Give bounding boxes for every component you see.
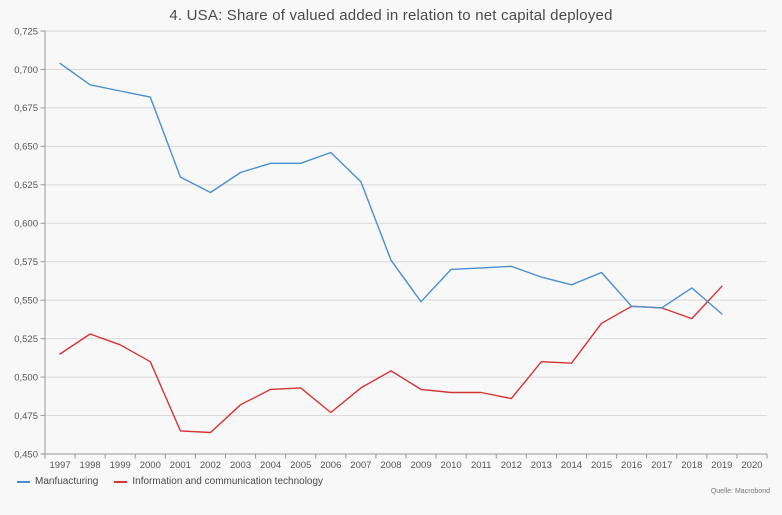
x-tick-label: 2005 <box>290 460 311 471</box>
x-tick-label: 2018 <box>681 460 702 471</box>
source-attribution: Quelle: Macrobond <box>710 488 770 495</box>
legend-swatch-ict-icon <box>114 480 128 483</box>
x-tick-label: 2004 <box>260 460 281 471</box>
x-tick-label: 2001 <box>170 460 191 471</box>
x-tick-label: 2010 <box>441 460 462 471</box>
legend-label-ict: Information and communication technology <box>132 476 324 487</box>
x-tick-label: 2013 <box>531 460 552 471</box>
x-tick-label: 2000 <box>140 460 161 471</box>
legend-swatch-manufacturing-icon <box>17 480 30 483</box>
x-tick-label: 2014 <box>561 460 582 471</box>
x-tick-label: 2017 <box>651 460 672 471</box>
x-tick-label: 1999 <box>110 460 131 471</box>
x-tick-label: 2003 <box>230 460 251 471</box>
y-tick-label: 0,450 <box>14 449 38 460</box>
x-tick-label: 2020 <box>741 460 762 471</box>
x-tick-label: 2008 <box>380 460 401 471</box>
y-tick-label: 0,475 <box>14 411 38 422</box>
x-tick-label: 2012 <box>501 460 522 471</box>
x-tick-label: 2002 <box>200 460 221 471</box>
y-tick-label: 0,725 <box>14 26 38 37</box>
y-tick-label: 0,600 <box>14 219 38 230</box>
x-tick-label: 2019 <box>711 460 732 471</box>
x-tick-label: 2007 <box>350 460 371 471</box>
x-tick-label: 2016 <box>621 460 642 471</box>
y-tick-label: 0,675 <box>14 103 38 114</box>
y-tick-label: 0,625 <box>14 180 38 191</box>
x-tick-label: 2009 <box>410 460 431 471</box>
legend-item-manufacturing: Manfuacturing <box>17 476 98 487</box>
x-tick-label: 2006 <box>320 460 341 471</box>
x-tick-label: 2015 <box>591 460 612 471</box>
legend-label-manufacturing: Manfuacturing <box>35 476 99 487</box>
x-tick-label: 1997 <box>49 460 70 471</box>
x-tick-label: 1998 <box>80 460 101 471</box>
chart-legend: Manfuacturing Information and communicat… <box>17 476 323 487</box>
y-tick-label: 0,700 <box>14 65 38 76</box>
x-tick-label: 2011 <box>471 460 491 471</box>
y-tick-label: 0,525 <box>14 334 38 345</box>
y-tick-label: 0,550 <box>14 295 38 306</box>
series-line-1 <box>59 285 723 434</box>
chart-title: 4. USA: Share of valued added in relatio… <box>169 7 613 24</box>
y-tick-label: 0,650 <box>14 142 38 153</box>
series-line-0 <box>59 62 723 315</box>
legend-item-ict: Information and communication technology <box>114 476 323 487</box>
y-tick-label: 0,575 <box>14 257 38 268</box>
y-tick-label: 0,500 <box>14 372 38 383</box>
